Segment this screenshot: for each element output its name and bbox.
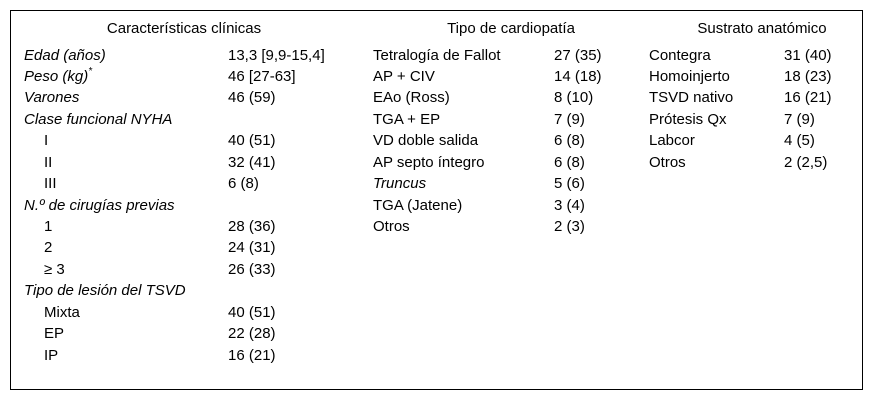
table-row: Peso (kg)* 46 [27-63] — [24, 66, 359, 87]
row-value: 46 (59) — [228, 89, 276, 107]
row-label: EAo (Ross) — [373, 89, 450, 107]
row-value: 2 (2,5) — [784, 153, 828, 171]
row-value: 22 (28) — [228, 325, 276, 343]
table-row: EAo (Ross) 8 (10) — [373, 87, 623, 108]
row-value: 6 (8) — [228, 175, 259, 193]
row-value: 6 (8) — [554, 153, 585, 171]
row-label: Clase funcional NYHA — [24, 110, 173, 128]
row-label: Edad (años) — [24, 46, 106, 64]
row-value: 5 (6) — [554, 175, 585, 193]
row-label: III — [44, 175, 57, 193]
table-row: Tipo de lesión del TSVD — [24, 280, 359, 301]
row-label: AP septo íntegro — [373, 153, 485, 171]
patient-characteristics-table: Características clínicas Tipo de cardiop… — [10, 10, 863, 390]
row-label: Labcor — [649, 132, 695, 150]
table-row: Contegra 31 (40) — [649, 45, 859, 66]
table-row: Edad (años) 13,3 [9,9-15,4] — [24, 45, 359, 66]
row-value: 27 (35) — [554, 46, 602, 64]
row-value: 16 (21) — [228, 346, 276, 364]
row-value: 32 (41) — [228, 153, 276, 171]
row-label: Prótesis Qx — [649, 110, 727, 128]
row-label: 1 — [44, 218, 53, 235]
row-value — [228, 109, 359, 130]
table-row: EP 22 (28) — [24, 323, 359, 344]
table-row: TSVD nativo 16 (21) — [649, 87, 859, 108]
row-label: 2 — [44, 239, 53, 257]
group-header-caracteristicas-clinicas: Características clínicas — [106, 20, 262, 37]
row-value: 7 (9) — [554, 110, 585, 128]
table-row: Otros 2 (2,5) — [649, 152, 859, 173]
table-row: Mixta 40 (51) — [24, 302, 359, 323]
row-value: 6 (8) — [554, 132, 585, 150]
row-label: TGA + EP — [373, 110, 441, 128]
table-row: II 32 (41) — [24, 152, 359, 173]
table-row: ≥ 3 26 (33) — [24, 259, 359, 280]
row-value: 16 (21) — [784, 89, 832, 107]
row-value: 2 (3) — [554, 218, 585, 235]
row-value: 40 (51) — [228, 303, 276, 321]
table-row: IP 16 (21) — [24, 345, 359, 366]
footnote-marker: * — [88, 65, 93, 77]
row-value: 8 (10) — [554, 89, 594, 107]
table-row: Otros 2 (3) — [373, 216, 623, 237]
row-label: TGA (Jatene) — [373, 196, 463, 214]
row-value: 46 [27-63] — [228, 67, 296, 85]
table-row: VD doble salida 6 (8) — [373, 130, 623, 151]
row-value: 28 (36) — [228, 218, 276, 235]
row-value: 24 (31) — [228, 239, 276, 257]
table-row: N.º de cirugías previas — [24, 195, 359, 216]
table-row: III 6 (8) — [24, 173, 359, 194]
row-label: Mixta — [44, 303, 80, 321]
table-row: TGA + EP 7 (9) — [373, 109, 623, 130]
row-value: 18 (23) — [784, 67, 832, 85]
row-label: Otros — [649, 153, 686, 171]
table-row: Homoinjerto 18 (23) — [649, 66, 859, 87]
row-value — [228, 195, 359, 216]
group-header-tipo-de-cardiopatia: Tipo de cardiopatía — [447, 20, 575, 37]
row-value: 26 (33) — [228, 260, 276, 278]
table-row: Tetralogía de Fallot 27 (35) — [373, 45, 623, 66]
row-label: IP — [44, 346, 59, 364]
row-label: I — [44, 132, 49, 150]
table-row: AP septo íntegro 6 (8) — [373, 152, 623, 173]
table-row: 1 28 (36) — [24, 216, 359, 237]
row-label: VD doble salida — [373, 132, 479, 150]
table-row: Clase funcional NYHA — [24, 109, 359, 130]
table-row: Prótesis Qx 7 (9) — [649, 109, 859, 130]
row-value: 4 (5) — [784, 132, 815, 150]
table-row: TGA (Jatene) 3 (4) — [373, 195, 623, 216]
table-row: Varones 46 (59) — [24, 87, 359, 108]
row-label: AP + CIV — [373, 67, 435, 85]
row-label: Homoinjerto — [649, 67, 730, 85]
row-value: 14 (18) — [554, 67, 602, 85]
row-label: II — [44, 153, 53, 171]
group-rows-sustrato-anatomico: Contegra 31 (40) Homoinjerto 18 (23) TSVD na… — [649, 45, 859, 174]
table-row: 2 24 (31) — [24, 237, 359, 258]
row-label: EP — [44, 325, 65, 343]
table-row: Labcor 4 (5) — [649, 130, 859, 151]
group-header-sustrato-anatomico: Sustrato anatómico — [697, 20, 827, 37]
row-label: Truncus — [373, 175, 427, 193]
group-rows-caracteristicas-clinicas: Edad (años) 13,3 [9,9-15,4] Peso (kg)* 46 [… — [24, 45, 359, 367]
table-row: Truncus 5 (6) — [373, 173, 623, 194]
row-label: Varones — [24, 89, 80, 107]
row-value: 7 (9) — [784, 110, 815, 128]
row-value: 3 (4) — [554, 196, 585, 214]
row-value — [228, 280, 359, 301]
row-value: 13,3 [9,9-15,4] — [228, 46, 325, 64]
table-row: I 40 (51) — [24, 130, 359, 151]
row-label: Contegra — [649, 46, 711, 64]
row-label: TSVD nativo — [649, 89, 734, 107]
group-rows-tipo-de-cardiopatia: Tetralogía de Fallot 27 (35) AP + CIV 14 (1… — [373, 45, 623, 238]
row-label: N.º de cirugías previas — [24, 196, 175, 214]
row-value: 40 (51) — [228, 132, 276, 150]
row-value: 31 (40) — [784, 46, 832, 64]
row-label: Tipo de lesión del TSVD — [24, 282, 186, 300]
table-row: AP + CIV 14 (18) — [373, 66, 623, 87]
row-label: Peso (kg)* — [24, 65, 93, 85]
row-label: Tetralogía de Fallot — [373, 46, 501, 64]
row-label: Otros — [373, 218, 410, 235]
row-label: ≥ 3 — [44, 260, 65, 278]
